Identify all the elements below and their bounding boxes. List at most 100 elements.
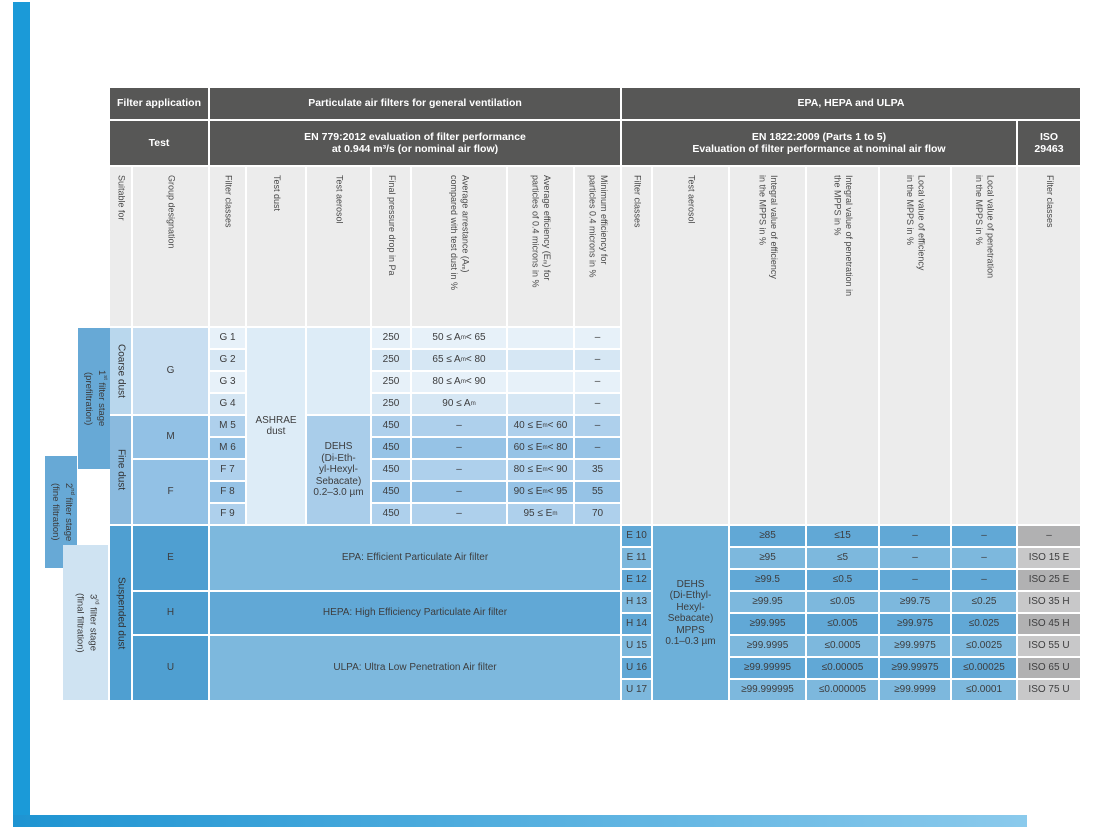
cell-test-aerosol-dehs-en1822: DEHS (Di-Ethyl- Hexyl- Sebacate) MPPS 0.1–0.3… bbox=[653, 526, 728, 700]
cell-e12-local-efficiency: – bbox=[880, 570, 950, 590]
cell-h14-integral-efficiency: ≥99.995 bbox=[730, 614, 805, 634]
col-header-test-aerosol-en1822: Test aerosol bbox=[653, 167, 728, 524]
cell-g3-min-efficiency: – bbox=[575, 372, 620, 392]
cell-class-u17: U 17 bbox=[622, 680, 651, 700]
cell-f9-pressure: 450 bbox=[372, 504, 410, 524]
cell-test-aerosol-empty bbox=[307, 328, 370, 414]
cell-class-e11: E 11 bbox=[622, 548, 651, 568]
cell-h13-local-penetration: ≤0.25 bbox=[952, 592, 1016, 612]
stage-label-2nd-filter-stage: 2nd filter stage (fine filtration) bbox=[45, 456, 77, 568]
cell-e11-local-efficiency: – bbox=[880, 548, 950, 568]
cell-g1-efficiency bbox=[508, 328, 573, 348]
cell-e11-local-penetration: – bbox=[952, 548, 1016, 568]
col-header-suitable-for: Suitable for bbox=[110, 167, 131, 326]
col-header-group-designation: Group designation bbox=[133, 167, 208, 326]
header-epa-hepa-ulpa: EPA, HEPA and ULPA bbox=[622, 88, 1080, 119]
header-en1822: EN 1822:2009 (Parts 1 to 5) Evaluation of… bbox=[622, 121, 1016, 165]
header-iso-29463: ISO 29463 bbox=[1018, 121, 1080, 165]
brand-bottom-bar bbox=[13, 815, 1027, 827]
cell-class-g4: G 4 bbox=[210, 394, 245, 414]
cell-u16-integral-efficiency: ≥99.99995 bbox=[730, 658, 805, 678]
cell-h13-integral-penetration: ≤0.05 bbox=[807, 592, 878, 612]
cell-f9-arrestance: – bbox=[412, 504, 506, 524]
cell-g1-min-efficiency: – bbox=[575, 328, 620, 348]
cell-class-f7: F 7 bbox=[210, 460, 245, 480]
cell-e10-integral-efficiency: ≥85 bbox=[730, 526, 805, 546]
col-header-final-pressure-drop: Final pressure drop in Pa bbox=[372, 167, 410, 326]
col-header-test-dust: Test dust bbox=[247, 167, 305, 326]
stage-1-text: 1st filter stage (prefiltration) bbox=[83, 370, 108, 427]
cell-g2-efficiency bbox=[508, 350, 573, 370]
cell-u15-iso-class: ISO 55 U bbox=[1018, 636, 1080, 656]
cell-epa-description: EPA: Efficient Particulate Air filter bbox=[210, 526, 620, 590]
cell-h14-local-penetration: ≤0.025 bbox=[952, 614, 1016, 634]
cell-h13-local-efficiency: ≥99.75 bbox=[880, 592, 950, 612]
cell-f9-min-efficiency: 70 bbox=[575, 504, 620, 524]
cell-class-u16: U 16 bbox=[622, 658, 651, 678]
cell-u16-iso-class: ISO 65 U bbox=[1018, 658, 1080, 678]
cell-u16-local-penetration: ≤0.00025 bbox=[952, 658, 1016, 678]
cell-class-m6: M 6 bbox=[210, 438, 245, 458]
cell-u17-integral-efficiency: ≥99.999995 bbox=[730, 680, 805, 700]
cell-u15-local-efficiency: ≥99.9975 bbox=[880, 636, 950, 656]
cell-f7-arrestance: – bbox=[412, 460, 506, 480]
cell-g4-efficiency bbox=[508, 394, 573, 414]
cell-g2-min-efficiency: – bbox=[575, 350, 620, 370]
cell-m6-pressure: 450 bbox=[372, 438, 410, 458]
cell-e10-local-penetration: – bbox=[952, 526, 1016, 546]
cell-m5-pressure: 450 bbox=[372, 416, 410, 436]
cell-e12-integral-efficiency: ≥99.5 bbox=[730, 570, 805, 590]
cell-suspended-dust: Suspended dust bbox=[110, 526, 131, 700]
cell-u15-integral-penetration: ≤0.0005 bbox=[807, 636, 878, 656]
cell-g3-pressure: 250 bbox=[372, 372, 410, 392]
cell-e12-integral-penetration: ≤0.5 bbox=[807, 570, 878, 590]
col-header-test-aerosol-en779: Test aerosol bbox=[307, 167, 370, 326]
header-test: Test bbox=[110, 121, 208, 165]
col-header-local-efficiency: Local value of efficiency in the MPPS in … bbox=[880, 167, 950, 524]
col-header-average-efficiency: Average efficiency (Em) for particles of … bbox=[508, 167, 573, 326]
cell-class-e12: E 12 bbox=[622, 570, 651, 590]
cell-fine-dust: Fine dust bbox=[110, 416, 131, 524]
cell-f7-pressure: 450 bbox=[372, 460, 410, 480]
cell-m6-arrestance: – bbox=[412, 438, 506, 458]
cell-group-f: F bbox=[133, 460, 208, 524]
col-header-filter-classes-en1822: Filter classes bbox=[622, 167, 651, 524]
cell-m5-arrestance: – bbox=[412, 416, 506, 436]
cell-class-e10: E 10 bbox=[622, 526, 651, 546]
filter-classification-table: Filter application Particulate air filte… bbox=[110, 88, 1080, 700]
cell-ulpa-description: ULPA: Ultra Low Penetration Air filter bbox=[210, 636, 620, 700]
cell-g1-pressure: 250 bbox=[372, 328, 410, 348]
col-header-filter-classes-en779: Filter classes bbox=[210, 167, 245, 326]
cell-m6-min-efficiency: – bbox=[575, 438, 620, 458]
stage-2-text: 2nd filter stage (fine filtration) bbox=[50, 482, 75, 542]
cell-u17-local-efficiency: ≥99.9999 bbox=[880, 680, 950, 700]
cell-e10-local-efficiency: – bbox=[880, 526, 950, 546]
cell-u17-local-penetration: ≤0.0001 bbox=[952, 680, 1016, 700]
cell-test-aerosol-dehs-en779: DEHS (Di-Eth-yl-Hexyl- Sebacate) 0.2–3.0 µm bbox=[307, 416, 370, 524]
header-en779: EN 779:2012 evaluation of filter perform… bbox=[210, 121, 620, 165]
cell-u15-local-penetration: ≤0.0025 bbox=[952, 636, 1016, 656]
cell-g3-efficiency bbox=[508, 372, 573, 392]
col-header-local-penetration: Local value of penetration in the MPPS in… bbox=[952, 167, 1016, 524]
cell-f8-pressure: 450 bbox=[372, 482, 410, 502]
col-header-integral-penetration: Integral value of penetration in the MPPS… bbox=[807, 167, 878, 524]
cell-class-f8: F 8 bbox=[210, 482, 245, 502]
cell-class-h13: H 13 bbox=[622, 592, 651, 612]
cell-g4-pressure: 250 bbox=[372, 394, 410, 414]
cell-u17-iso-class: ISO 75 U bbox=[1018, 680, 1080, 700]
cell-u16-integral-penetration: ≤0.00005 bbox=[807, 658, 878, 678]
cell-group-g: G bbox=[133, 328, 208, 414]
cell-h14-local-efficiency: ≥99.975 bbox=[880, 614, 950, 634]
brand-left-stripe bbox=[13, 2, 30, 827]
cell-group-m: M bbox=[133, 416, 208, 458]
cell-hepa-description: HEPA: High Efficiency Particulate Air fi… bbox=[210, 592, 620, 634]
header-particulate-filters: Particulate air filters for general vent… bbox=[210, 88, 620, 119]
stage-label-3rd-filter-stage: 3rd filter stage (final filtration) bbox=[63, 545, 108, 700]
